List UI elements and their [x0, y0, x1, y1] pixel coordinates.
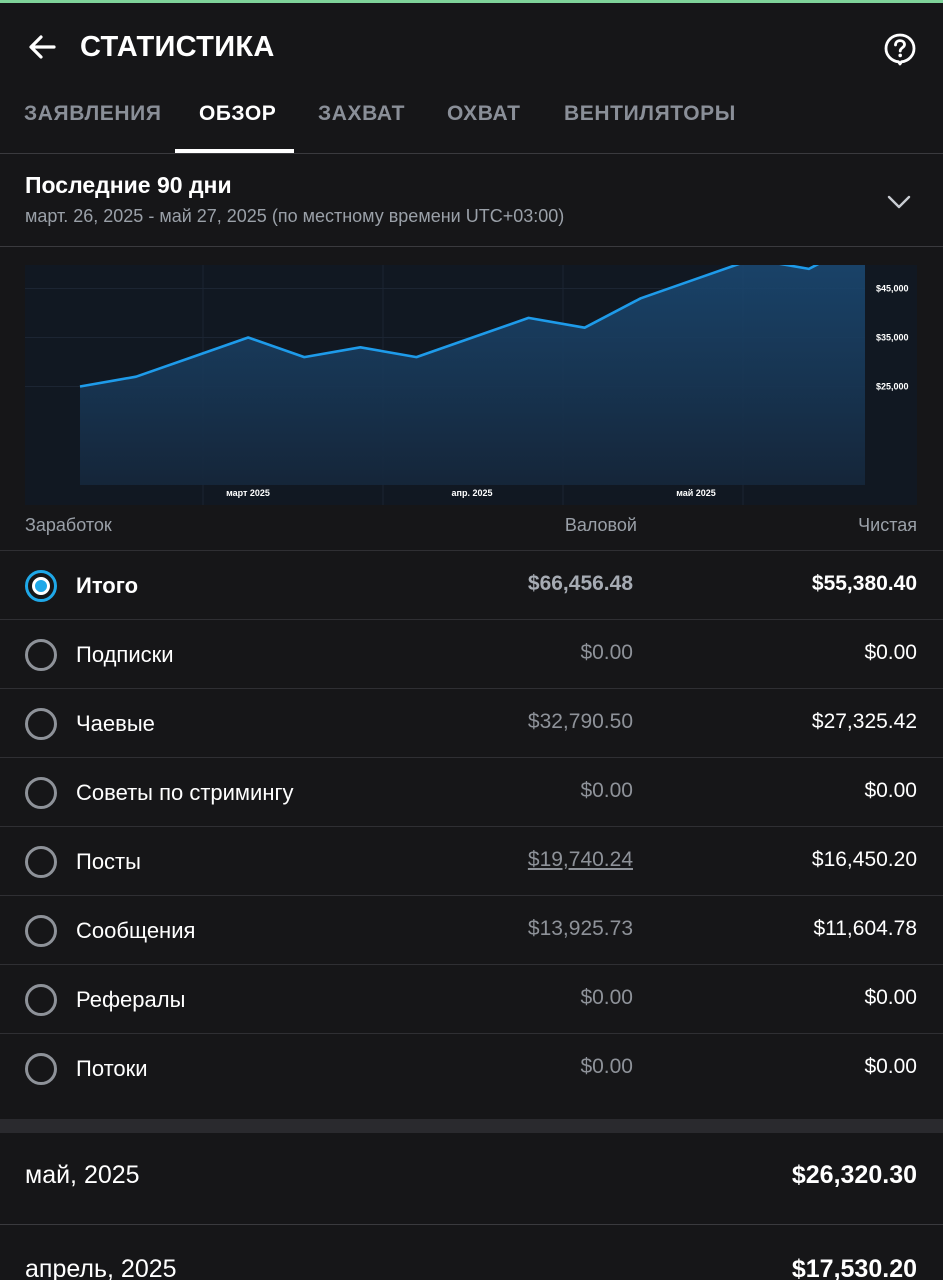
row-gross-link[interactable]: $19,740.24	[527, 848, 633, 871]
app-header: СТАТИСТИКА	[0, 3, 943, 91]
tab-fans[interactable]: ВЕНТИЛЯТОРЫ	[564, 102, 736, 125]
radio-button[interactable]	[25, 984, 57, 1016]
radio-button[interactable]	[25, 915, 57, 947]
month-value: $17,530.20	[791, 1255, 917, 1280]
row-messages[interactable]: Сообщения $13,925.73 $11,604.78	[0, 895, 943, 964]
period-range: март. 26, 2025 - май 27, 2025 (по местно…	[25, 206, 565, 226]
column-header-net: Чистая	[858, 515, 917, 535]
section-divider	[0, 1119, 943, 1133]
row-referrals[interactable]: Рефералы $0.00 $0.00	[0, 964, 943, 1033]
row-posts[interactable]: Посты $19,740.24 $16,450.20	[0, 826, 943, 895]
help-button[interactable]	[880, 29, 920, 69]
row-net: $55,380.40	[811, 572, 917, 595]
radio-button[interactable]	[25, 846, 57, 878]
row-label: Чаевые	[76, 711, 155, 736]
chevron-down-icon	[887, 195, 911, 209]
x-tick-label: март 2025	[226, 488, 270, 498]
tab-bar: ЗАЯВЛЕНИЯ ОБЗОР ЗАХВАТ ОХВАТ ВЕНТИЛЯТОРЫ	[0, 91, 943, 154]
row-net: $27,325.42	[811, 710, 917, 733]
month-label: май, 2025	[25, 1161, 140, 1189]
row-net: $0.00	[864, 1055, 917, 1078]
row-label: Итого	[76, 573, 139, 598]
tab-statements[interactable]: ЗАЯВЛЕНИЯ	[24, 102, 162, 125]
radio-button[interactable]	[25, 1053, 57, 1085]
row-streams[interactable]: Потоки $0.00 $0.00	[0, 1033, 943, 1102]
y-tick-label: $35,000	[876, 333, 909, 343]
month-value: $26,320.30	[791, 1161, 917, 1189]
window-edge	[943, 0, 951, 1280]
row-gross: $0.00	[580, 986, 633, 1009]
row-gross: $0.00	[580, 641, 633, 664]
row-gross: $13,925.73	[527, 917, 633, 940]
month-label: апрель, 2025	[25, 1255, 177, 1280]
month-row-may[interactable]: май, 2025 $26,320.30	[0, 1133, 943, 1225]
row-gross: $0.00	[580, 779, 633, 802]
x-tick-label: май 2025	[676, 488, 716, 498]
chart-area	[80, 265, 865, 485]
row-gross: $66,456.48	[527, 572, 633, 595]
row-stream-tips[interactable]: Советы по стримингу $0.00 $0.00	[0, 757, 943, 826]
tab-reach[interactable]: ОХВАТ	[447, 102, 521, 125]
page-title: СТАТИСТИКА	[80, 31, 275, 63]
statistics-screen: СТАТИСТИКА ЗАЯВЛЕНИЯ ОБЗОР ЗАХВАТ ОХВАТ …	[0, 3, 943, 1280]
row-gross: $32,790.50	[527, 710, 633, 733]
column-header-earnings: Заработок	[25, 515, 112, 535]
row-subscriptions[interactable]: Подписки $0.00 $0.00	[0, 619, 943, 688]
row-gross: $0.00	[580, 1055, 633, 1078]
y-tick-label: $45,000	[876, 284, 909, 294]
row-net: $0.00	[864, 986, 917, 1009]
row-net: $0.00	[864, 641, 917, 664]
column-header-gross: Валовой	[564, 515, 637, 535]
row-tips[interactable]: Чаевые $32,790.50 $27,325.42	[0, 688, 943, 757]
row-label: Потоки	[76, 1056, 148, 1081]
period-title: Последние 90 дни	[25, 172, 232, 198]
row-label: Сообщения	[76, 918, 196, 943]
radio-button[interactable]	[25, 777, 57, 809]
back-button[interactable]	[24, 29, 60, 65]
tab-overview[interactable]: ОБЗОР	[199, 102, 277, 125]
row-total[interactable]: Итого $66,456.48 $55,380.40	[0, 550, 943, 619]
period-selector[interactable]: Последние 90 дни март. 26, 2025 - май 27…	[0, 155, 943, 247]
tab-engagement[interactable]: ЗАХВАТ	[318, 102, 405, 125]
radio-button[interactable]	[25, 708, 57, 740]
help-icon	[884, 33, 916, 66]
x-tick-label: апр. 2025	[452, 488, 493, 498]
row-net: $11,604.78	[813, 917, 917, 940]
arrow-left-icon	[29, 35, 56, 59]
month-row-april[interactable]: апрель, 2025 $17,530.20	[0, 1225, 943, 1280]
y-tick-label: $25,000	[876, 382, 909, 392]
row-net: $16,450.20	[811, 848, 917, 871]
row-net: $0.00	[864, 779, 917, 802]
active-tab-indicator	[175, 149, 294, 153]
row-label: Посты	[76, 849, 141, 874]
chart-series-line	[79, 265, 820, 388]
radio-button[interactable]	[25, 639, 57, 671]
row-label: Подписки	[76, 642, 174, 667]
top-accent-bar	[0, 0, 951, 3]
row-label: Советы по стримингу	[76, 780, 294, 805]
row-label: Рефералы	[76, 987, 186, 1012]
radio-button[interactable]	[25, 570, 57, 602]
